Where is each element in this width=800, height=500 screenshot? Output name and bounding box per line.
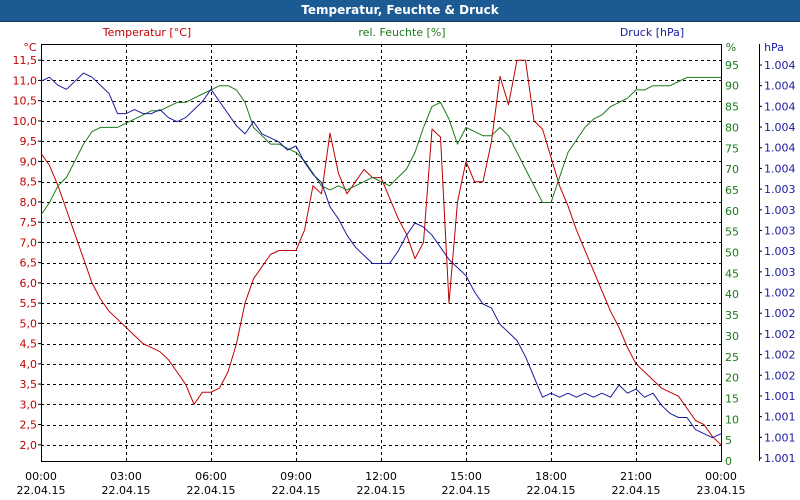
legend-label-humidity: rel. Feuchte [%]: [358, 26, 445, 39]
x-tick-time-label: 21:00: [620, 470, 652, 483]
humidity-tick-label: 20: [725, 372, 739, 385]
pressure-tick-label: 1.002: [764, 328, 796, 341]
x-tick-date-label: 22.04.15: [272, 484, 321, 497]
temperature-line: [40, 59, 722, 446]
legend-label-temperature: Temperatur [°C]: [102, 26, 191, 39]
x-tick-date-label: 22.04.15: [17, 484, 66, 497]
pressure-tick-label: 1.003: [764, 183, 796, 196]
humidity-line: [40, 76, 721, 216]
humidity-tick-label: 80: [725, 121, 739, 134]
x-tick-time-label: 00:00: [705, 470, 737, 483]
humidity-tick-label: 5: [725, 434, 732, 447]
pressure-tick-label: 1.004: [764, 59, 796, 72]
pressure-tick-label: 1.002: [764, 287, 796, 300]
pressure-tick-label: 1.001: [764, 431, 796, 444]
pressure-tick-label: 1.003: [764, 266, 796, 279]
pressure-tick-label: 1.003: [764, 204, 796, 217]
humidity-tick-label: 30: [725, 330, 739, 343]
x-tick-time-label: 00:00: [25, 470, 57, 483]
humidity-tick-label: 25: [725, 351, 739, 364]
x-tick-date-label: 22.04.15: [612, 484, 661, 497]
temperature-tick-label: 6,0: [20, 277, 38, 290]
pressure-tick-label: 1.001: [764, 452, 796, 465]
pressure-line: [40, 72, 722, 439]
temperature-tick-label: 10,5: [13, 95, 38, 108]
pressure-tick-label: 1.004: [764, 80, 796, 93]
temperature-unit-label: °C: [23, 41, 37, 54]
chart-title-bar: Temperatur, Feuchte & Druck: [0, 0, 800, 22]
chart-title: Temperatur, Feuchte & Druck: [301, 3, 499, 17]
temperature-tick-label: 9,5: [20, 135, 38, 148]
humidity-tick-label: 55: [725, 226, 739, 239]
pressure-tick-label: 1.002: [764, 349, 796, 362]
humidity-unit-label: %: [726, 41, 736, 54]
humidity-tick-label: 0: [725, 455, 732, 468]
pressure-tick-label: 1.004: [764, 121, 796, 134]
x-tick-time-label: 15:00: [450, 470, 482, 483]
temperature-tick-label: 11,5: [13, 54, 38, 67]
x-tick-date-label: 22.04.15: [527, 484, 576, 497]
x-tick-time-label: 18:00: [535, 470, 567, 483]
humidity-tick-label: 45: [725, 267, 739, 280]
pressure-tick-label: 1.002: [764, 307, 796, 320]
x-tick-date-label: 22.04.15: [102, 484, 151, 497]
temperature-tick-label: 2,5: [20, 419, 38, 432]
x-tick-date-label: 22.04.15: [357, 484, 406, 497]
humidity-tick-label: 70: [725, 163, 739, 176]
temperature-tick-label: 8,0: [20, 196, 38, 209]
x-tick-time-label: 09:00: [280, 470, 312, 483]
x-tick-date-label: 23.04.15: [697, 484, 746, 497]
x-tick-time-label: 12:00: [365, 470, 397, 483]
humidity-tick-label: 90: [725, 80, 739, 93]
pressure-tick-label: 1.003: [764, 245, 796, 258]
pressure-tick-label: 1.004: [764, 162, 796, 175]
humidity-tick-label: 35: [725, 309, 739, 322]
humidity-tick-label: 75: [725, 142, 739, 155]
temperature-tick-label: 3,0: [20, 398, 38, 411]
legend-label-pressure: Druck [hPa]: [620, 26, 684, 39]
x-tick-time-label: 06:00: [195, 470, 227, 483]
temperature-tick-label: 2,0: [20, 439, 38, 452]
temperature-tick-label: 10,0: [13, 115, 38, 128]
humidity-tick-label: 85: [725, 101, 739, 114]
temperature-tick-label: 7,0: [20, 236, 38, 249]
temperature-tick-label: 8,5: [20, 176, 38, 189]
plot-frame: [41, 44, 722, 462]
temperature-tick-label: 11,0: [13, 74, 38, 87]
pressure-tick-label: 1.001: [764, 390, 796, 403]
pressure-unit-label: hPa: [764, 41, 784, 54]
humidity-tick-label: 60: [725, 205, 739, 218]
pressure-tick-label: 1.004: [764, 142, 796, 155]
temperature-tick-label: 5,0: [20, 317, 38, 330]
temperature-tick-label: 4,5: [20, 338, 38, 351]
pressure-tick-label: 1.004: [764, 100, 796, 113]
pressure-tick-label: 1.003: [764, 224, 796, 237]
x-tick-date-label: 22.04.15: [442, 484, 491, 497]
humidity-tick-label: 40: [725, 288, 739, 301]
temperature-tick-label: 5,5: [20, 297, 38, 310]
humidity-tick-label: 65: [725, 184, 739, 197]
temperature-tick-label: 4,0: [20, 358, 38, 371]
humidity-tick-label: 50: [725, 247, 739, 260]
temperature-tick-label: 6,5: [20, 257, 38, 270]
temperature-tick-label: 3,5: [20, 378, 38, 391]
x-tick-time-label: 03:00: [110, 470, 142, 483]
pressure-tick-label: 1.001: [764, 411, 796, 424]
humidity-tick-label: 10: [725, 413, 739, 426]
x-tick-date-label: 22.04.15: [187, 484, 236, 497]
temperature-tick-label: 7,5: [20, 216, 38, 229]
pressure-tick-label: 1.002: [764, 369, 796, 382]
temperature-tick-label: 9,0: [20, 155, 38, 168]
humidity-tick-label: 15: [725, 392, 739, 405]
humidity-tick-label: 95: [725, 59, 739, 72]
